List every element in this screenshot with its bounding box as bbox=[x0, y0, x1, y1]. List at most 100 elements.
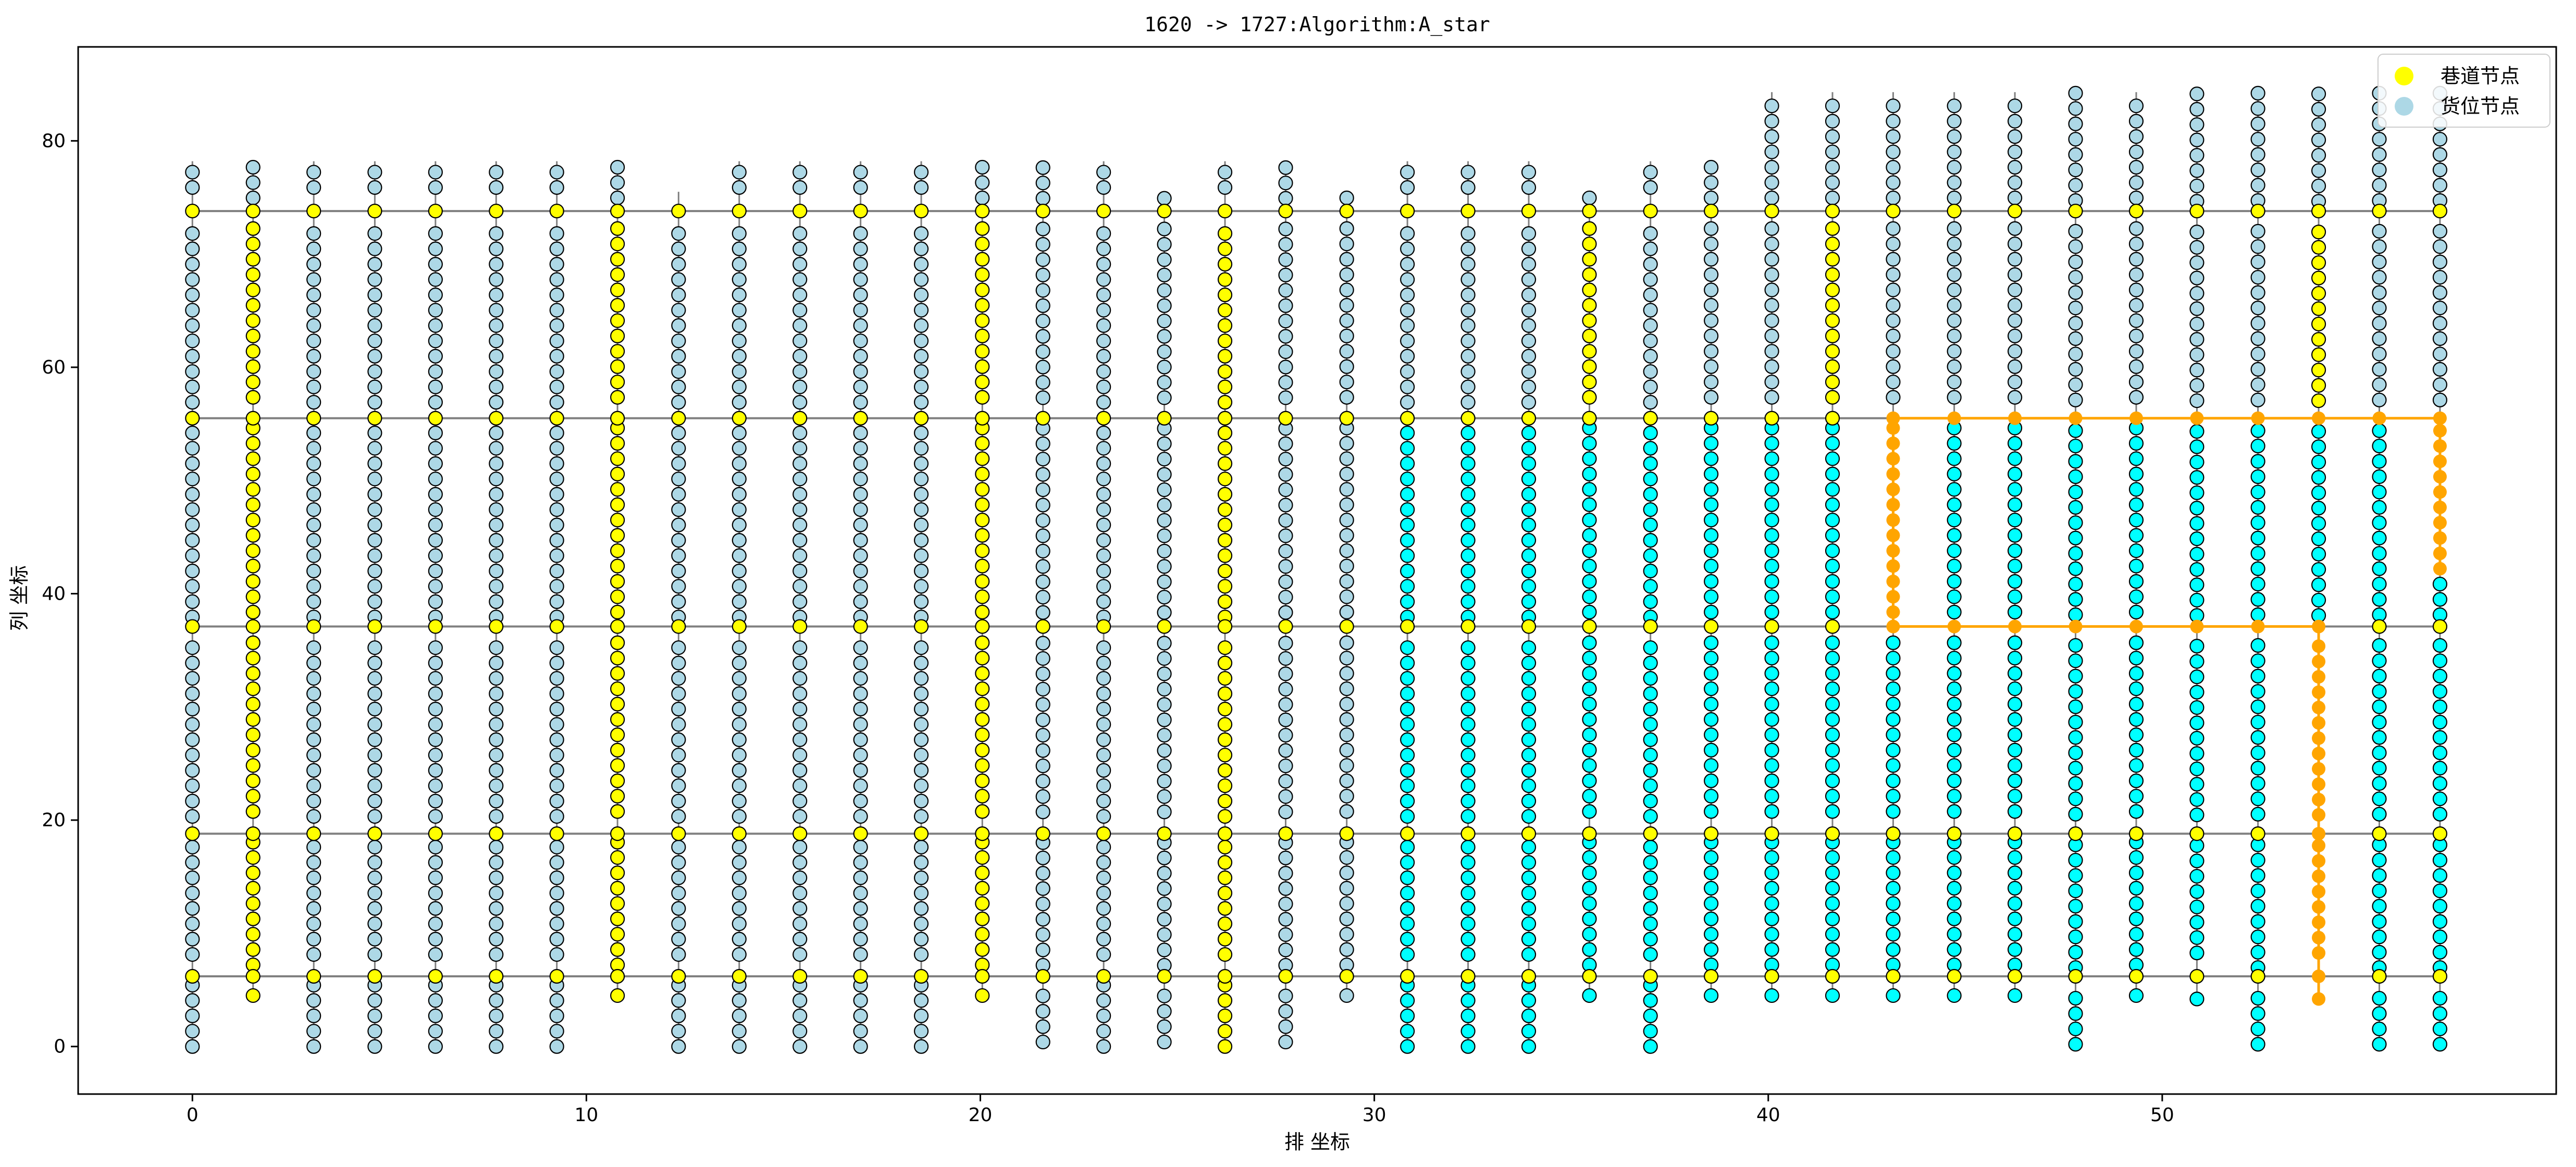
storage-node bbox=[1460, 471, 1476, 487]
storage-node bbox=[2250, 576, 2265, 592]
storage-node bbox=[306, 333, 321, 349]
storage-node bbox=[2312, 639, 2326, 653]
storage-node bbox=[2250, 224, 2265, 239]
aisle-node bbox=[1521, 619, 1537, 634]
storage-node bbox=[1825, 237, 1840, 252]
storage-node bbox=[2311, 454, 2326, 470]
aisle-node bbox=[489, 203, 504, 219]
path-lines-layer bbox=[1891, 417, 2442, 999]
storage-node bbox=[610, 712, 625, 727]
storage-node bbox=[367, 778, 382, 793]
storage-node bbox=[1460, 1008, 1476, 1023]
aisle-node bbox=[185, 969, 200, 984]
storage-node bbox=[1704, 221, 1719, 236]
storage-node bbox=[1886, 144, 1901, 159]
aisle-node bbox=[2372, 411, 2386, 425]
storage-node bbox=[1704, 328, 1719, 343]
aisle-node bbox=[1947, 969, 1962, 984]
storage-node bbox=[2250, 806, 2265, 822]
storage-node bbox=[1521, 165, 1537, 180]
storage-node bbox=[1886, 98, 1901, 114]
storage-node bbox=[2250, 132, 2265, 147]
storage-node bbox=[428, 364, 443, 379]
storage-node bbox=[185, 318, 200, 333]
aisle-node bbox=[1339, 826, 1354, 841]
storage-node bbox=[185, 686, 200, 701]
storage-node bbox=[1460, 287, 1476, 303]
storage-node bbox=[2372, 945, 2387, 960]
storage-node bbox=[975, 359, 990, 374]
aisle-node bbox=[185, 619, 200, 634]
storage-node bbox=[1947, 114, 1962, 129]
storage-node bbox=[245, 513, 261, 528]
storage-node bbox=[1460, 717, 1476, 732]
storage-node bbox=[2128, 328, 2144, 343]
storage-node bbox=[1400, 855, 1415, 870]
storage-node bbox=[913, 180, 929, 195]
storage-node bbox=[2007, 175, 2023, 190]
aisle-node bbox=[2069, 619, 2083, 634]
storage-node bbox=[2128, 344, 2144, 359]
storage-node bbox=[2007, 865, 2023, 880]
storage-node bbox=[185, 901, 200, 916]
storage-node bbox=[245, 282, 261, 297]
storage-node bbox=[2068, 469, 2083, 485]
storage-node bbox=[2372, 423, 2387, 438]
storage-node bbox=[306, 748, 321, 763]
storage-node bbox=[732, 456, 747, 471]
storage-node bbox=[306, 886, 321, 901]
storage-node bbox=[489, 886, 504, 901]
storage-node bbox=[1886, 574, 1900, 588]
storage-node bbox=[975, 558, 990, 574]
storage-node bbox=[1886, 297, 1901, 313]
y-tick-label-3: 60 bbox=[42, 357, 66, 378]
storage-node bbox=[1278, 237, 1293, 252]
storage-node bbox=[610, 804, 625, 819]
storage-node bbox=[913, 441, 929, 456]
aisle-node bbox=[549, 619, 564, 634]
storage-node bbox=[853, 701, 868, 717]
aisle-node bbox=[2312, 827, 2326, 841]
storage-node bbox=[367, 272, 382, 287]
storage-node bbox=[1704, 159, 1719, 175]
storage-node bbox=[732, 763, 747, 778]
storage-node bbox=[732, 579, 747, 594]
aisle-node bbox=[549, 969, 564, 984]
storage-node bbox=[1157, 1004, 1172, 1019]
storage-node bbox=[2250, 469, 2265, 485]
storage-node bbox=[1582, 482, 1597, 497]
storage-node bbox=[792, 379, 808, 394]
storage-node bbox=[2372, 899, 2387, 914]
storage-node bbox=[913, 778, 929, 793]
storage-node bbox=[185, 471, 200, 487]
storage-node bbox=[1643, 886, 1658, 901]
aisle-node bbox=[975, 619, 990, 634]
aisle-node bbox=[1460, 969, 1476, 984]
x-tick-label-4: 40 bbox=[1756, 1104, 1780, 1126]
aisle-node bbox=[913, 203, 929, 219]
storage-node bbox=[2372, 699, 2387, 714]
storage-node bbox=[2007, 773, 2023, 788]
aisle-node bbox=[1339, 203, 1354, 219]
aisle-node bbox=[1217, 619, 1233, 634]
storage-node bbox=[1764, 896, 1779, 911]
storage-node bbox=[792, 701, 808, 717]
storage-node bbox=[1460, 226, 1476, 241]
storage-node bbox=[2250, 1021, 2265, 1037]
storage-node bbox=[428, 349, 443, 364]
storage-node bbox=[2372, 239, 2387, 254]
storage-node bbox=[2311, 378, 2326, 393]
storage-node bbox=[1339, 880, 1354, 896]
storage-node bbox=[2007, 988, 2023, 1003]
storage-node bbox=[671, 778, 686, 793]
storage-node bbox=[1460, 241, 1476, 256]
aisle-node bbox=[1157, 826, 1172, 841]
storage-node bbox=[306, 1039, 321, 1054]
storage-node bbox=[610, 742, 625, 758]
storage-node bbox=[549, 1024, 564, 1039]
storage-node bbox=[1400, 717, 1415, 732]
aisle-node bbox=[1035, 619, 1050, 634]
storage-node bbox=[489, 916, 504, 932]
storage-node bbox=[489, 364, 504, 379]
storage-node bbox=[1643, 870, 1658, 885]
